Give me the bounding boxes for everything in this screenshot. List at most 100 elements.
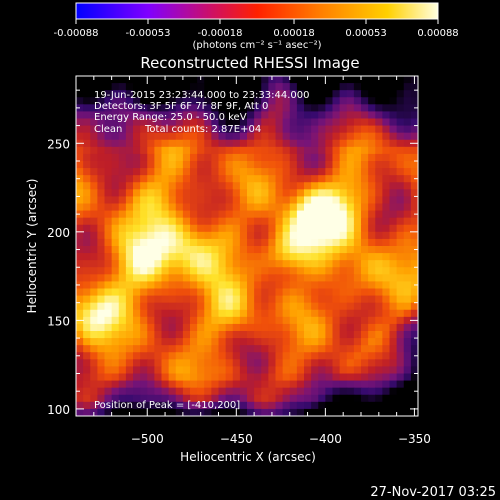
- heatmap-cell: [339, 238, 348, 247]
- heatmap-cell: [275, 111, 284, 120]
- heatmap-cell: [190, 231, 198, 240]
- heatmap-cell: [140, 408, 148, 416]
- heatmap-cell: [140, 281, 148, 290]
- heatmap-cell: [161, 146, 170, 155]
- heatmap-cell: [211, 387, 220, 396]
- heatmap-cell: [368, 97, 376, 105]
- heatmap-cell: [311, 323, 319, 332]
- heatmap-cell: [218, 345, 227, 353]
- heatmap-cell: [275, 161, 284, 169]
- heatmap-cell: [211, 182, 220, 190]
- heatmap-cell: [296, 281, 305, 290]
- heatmap-cell: [133, 168, 141, 176]
- heatmap-cell: [361, 380, 369, 389]
- heatmap-cell: [275, 175, 284, 183]
- heatmap-cell: [154, 352, 163, 360]
- heatmap-cell: [133, 302, 141, 311]
- heatmap-cell: [353, 274, 362, 283]
- x-tick-label: −350: [398, 432, 431, 446]
- heatmap-cell: [332, 288, 341, 297]
- heatmap-cell: [375, 238, 383, 247]
- heatmap-cell: [161, 281, 170, 290]
- heatmap-cell: [382, 394, 391, 403]
- heatmap-cell: [361, 373, 369, 382]
- heatmap-cell: [90, 153, 98, 162]
- heatmap-cell: [346, 224, 355, 233]
- heatmap-cell: [410, 168, 418, 176]
- heatmap-cell: [389, 238, 398, 247]
- heatmap-cell: [90, 309, 98, 318]
- heatmap-cell: [147, 161, 155, 169]
- heatmap-cell: [104, 217, 113, 226]
- heatmap-cell: [254, 217, 262, 226]
- heatmap-cell: [232, 295, 241, 304]
- heatmap-cell: [204, 401, 212, 410]
- heatmap-cell: [76, 90, 84, 98]
- heatmap-cell: [140, 260, 148, 268]
- heatmap-cell: [304, 380, 312, 389]
- heatmap-cell: [361, 224, 369, 233]
- heatmap-cell: [111, 153, 120, 162]
- heatmap-cell: [90, 97, 98, 105]
- heatmap-cell: [90, 189, 98, 198]
- heatmap-cell: [318, 217, 326, 226]
- heatmap-cell: [197, 281, 205, 290]
- heatmap-cell: [147, 104, 155, 113]
- heatmap-cell: [247, 380, 255, 389]
- colorbar-tick-label: -0.00088: [54, 28, 99, 39]
- heatmap-cell: [204, 408, 212, 416]
- heatmap-cell: [197, 161, 205, 169]
- heatmap-cell: [261, 345, 269, 353]
- heatmap-cell: [247, 111, 255, 120]
- heatmap-cell: [232, 246, 241, 254]
- heatmap-cell: [197, 380, 205, 389]
- heatmap-cell: [289, 203, 298, 212]
- heatmap-cell: [368, 161, 376, 169]
- heatmap-cell: [133, 97, 141, 105]
- heatmap-cell: [410, 125, 418, 134]
- heatmap-cell: [232, 125, 241, 134]
- heatmap-cell: [339, 316, 348, 325]
- heatmap-cell: [125, 196, 134, 205]
- heatmap-cell: [90, 182, 98, 190]
- heatmap-cell: [275, 196, 284, 205]
- heatmap-cell: [339, 309, 348, 318]
- heatmap-cell: [410, 331, 418, 339]
- heatmap-cell: [211, 118, 220, 127]
- heatmap-cell: [83, 246, 91, 254]
- heatmap-cell: [239, 260, 248, 268]
- heatmap-cell: [104, 366, 113, 375]
- heatmap-cell: [353, 323, 362, 332]
- heatmap-cell: [97, 316, 106, 325]
- heatmap-cell: [211, 316, 220, 325]
- heatmap-cell: [225, 380, 234, 389]
- heatmap-cell: [311, 387, 319, 396]
- heatmap-cell: [140, 132, 148, 141]
- heatmap-cell: [403, 380, 412, 389]
- heatmap-cell: [154, 387, 163, 396]
- heatmap-cell: [361, 352, 369, 360]
- heatmap-cell: [275, 168, 284, 176]
- heatmap-cell: [161, 288, 170, 297]
- heatmap-cell: [182, 401, 191, 410]
- heatmap-cell: [332, 281, 341, 290]
- heatmap-cell: [161, 182, 170, 190]
- heatmap-cell: [375, 111, 383, 120]
- heatmap-cell: [154, 146, 163, 155]
- heatmap-cell: [389, 83, 398, 91]
- heatmap-cell: [325, 104, 334, 113]
- heatmap-cell: [76, 189, 84, 198]
- heatmap-cell: [218, 189, 227, 198]
- heatmap-cell: [254, 203, 262, 212]
- heatmap-cell: [204, 182, 212, 190]
- heatmap-cell: [254, 345, 262, 353]
- heatmap-cell: [197, 260, 205, 268]
- heatmap-cell: [83, 210, 91, 219]
- heatmap-cell: [311, 132, 319, 141]
- heatmap-cell: [154, 267, 163, 275]
- heatmap-cell: [197, 253, 205, 261]
- heatmap-cell: [346, 295, 355, 304]
- heatmap-cell: [410, 196, 418, 205]
- heatmap-cell: [190, 394, 198, 403]
- heatmap-cell: [296, 203, 305, 212]
